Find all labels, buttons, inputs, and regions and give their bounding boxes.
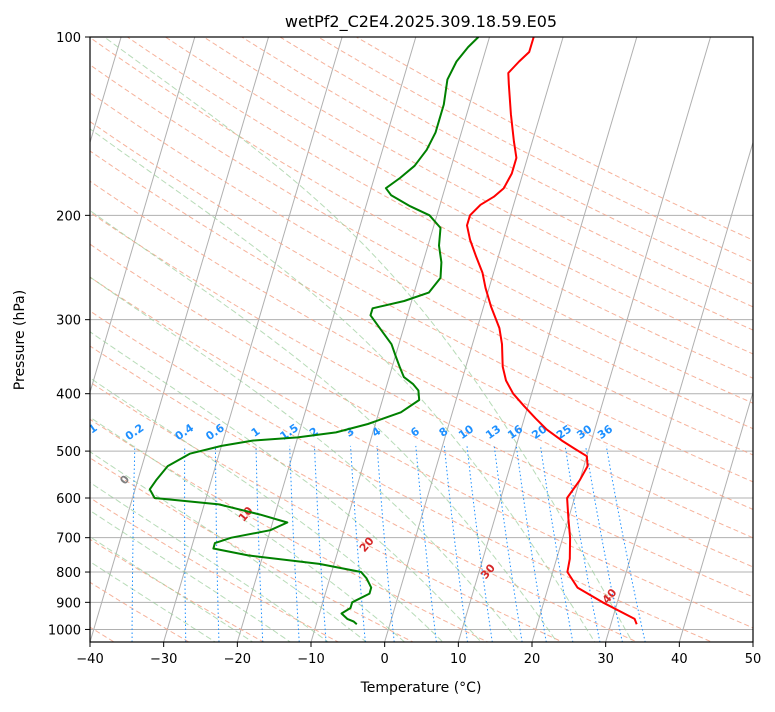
x-tick-label: 0 bbox=[381, 652, 389, 667]
y-tick-label: 600 bbox=[56, 492, 81, 507]
y-tick-label: 500 bbox=[56, 445, 81, 460]
y-tick-label: 300 bbox=[56, 314, 81, 329]
x-tick-label: 20 bbox=[524, 652, 541, 667]
x-tick-label: −40 bbox=[76, 652, 103, 667]
chart-title: wetPf2_C2E4.2025.309.18.59.E05 bbox=[285, 12, 557, 32]
y-tick-label: 200 bbox=[56, 209, 81, 224]
x-tick-label: −30 bbox=[150, 652, 177, 667]
x-tick-label: 30 bbox=[597, 652, 614, 667]
x-tick-label: −20 bbox=[224, 652, 251, 667]
x-tick-label: 10 bbox=[450, 652, 467, 667]
y-tick-label: 700 bbox=[56, 532, 81, 547]
y-tick-label: 900 bbox=[56, 596, 81, 611]
y-tick-label: 800 bbox=[56, 566, 81, 581]
x-axis-label: Temperature (°C) bbox=[360, 680, 482, 696]
y-tick-label: 1000 bbox=[48, 623, 81, 638]
x-tick-label: 50 bbox=[745, 652, 762, 667]
x-tick-label: 40 bbox=[671, 652, 688, 667]
y-tick-label: 400 bbox=[56, 388, 81, 403]
y-axis-label: Pressure (hPa) bbox=[12, 290, 28, 390]
y-tick-label: 100 bbox=[56, 31, 81, 46]
x-tick-label: −10 bbox=[297, 652, 324, 667]
